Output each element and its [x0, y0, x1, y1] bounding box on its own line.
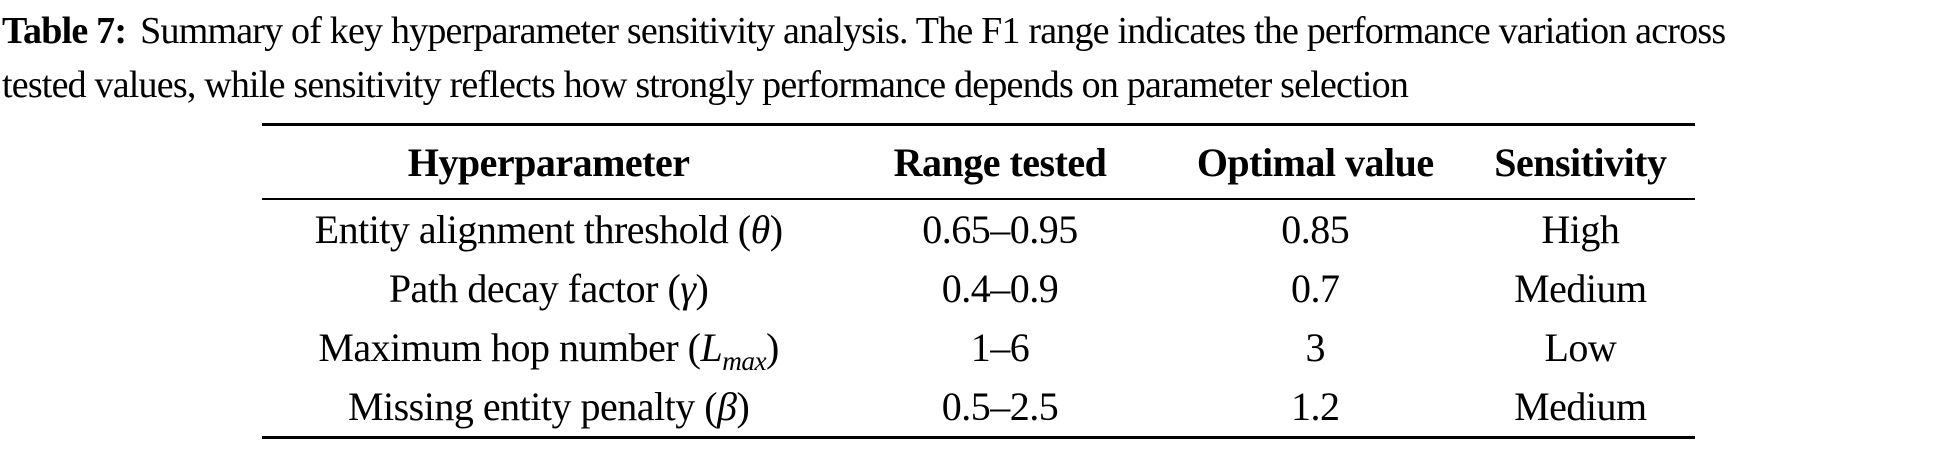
- cell-optimal-value: 1.2: [1290, 384, 1340, 429]
- param-text-close: ): [695, 266, 709, 311]
- cell-optimal-value: 0.7: [1290, 266, 1340, 311]
- param-subscript: max: [722, 346, 767, 376]
- cell-hyperparameter: Entity alignment threshold (θ): [262, 199, 835, 259]
- cell-sensitivity: Medium: [1514, 266, 1647, 311]
- table-row: Entity alignment threshold (θ) 0.65–0.95 0…: [262, 199, 1695, 259]
- table-container: Hyperparameter Range tested Optimal valu…: [262, 123, 1695, 439]
- table-body: Entity alignment threshold (θ) 0.65–0.95 0…: [262, 199, 1695, 438]
- cell-hyperparameter: Path decay factor (γ): [262, 259, 835, 318]
- hyperparameter-table: Hyperparameter Range tested Optimal valu…: [262, 123, 1695, 439]
- greek-symbol: L: [700, 325, 723, 370]
- header-row: Hyperparameter Range tested Optimal valu…: [262, 124, 1695, 200]
- greek-symbol: β: [717, 384, 737, 429]
- cell-hyperparameter: Maximum hop number (Lmax): [262, 318, 835, 377]
- cell-sensitivity: Low: [1544, 325, 1617, 370]
- table-header: Hyperparameter Range tested Optimal valu…: [262, 124, 1695, 200]
- greek-symbol: γ: [680, 266, 696, 311]
- cell-optimal-value: 0.85: [1281, 207, 1350, 252]
- param-text-close: ): [766, 325, 779, 370]
- param-text-close: ): [736, 384, 750, 429]
- param-text: Entity alignment threshold (: [314, 207, 751, 252]
- cell-sensitivity: High: [1541, 207, 1620, 252]
- header-range-tested: Range tested: [835, 124, 1165, 200]
- caption-line-2: tested values, while sensitivity reflect…: [2, 58, 1956, 112]
- caption-label: Table 7:: [2, 10, 127, 52]
- cell-range-tested: 1–6: [970, 325, 1030, 370]
- caption-line-1: Table 7: Summary of key hyperparameter se…: [2, 4, 1956, 58]
- caption-text-2: tested values, while sensitivity reflect…: [2, 64, 1409, 106]
- param-text-close: ): [769, 207, 783, 252]
- param-text: Maximum hop number (: [318, 325, 701, 370]
- cell-hyperparameter: Missing entity penalty (β): [262, 377, 835, 438]
- header-sensitivity: Sensitivity: [1465, 124, 1695, 200]
- cell-sensitivity: Medium: [1514, 384, 1647, 429]
- cell-optimal-value: 3: [1305, 325, 1325, 370]
- param-text: Missing entity penalty (: [347, 384, 718, 429]
- table-caption: Table 7: Summary of key hyperparameter se…: [2, 4, 1956, 112]
- cell-range-tested: 0.65–0.95: [922, 207, 1078, 252]
- param-text: Path decay factor (: [388, 266, 681, 311]
- caption-text-1: Summary of key hyperparameter sensitivit…: [140, 10, 1726, 52]
- cell-range-tested: 0.4–0.9: [941, 266, 1059, 311]
- header-hyperparameter: Hyperparameter: [262, 124, 836, 200]
- greek-symbol: θ: [750, 207, 771, 252]
- cell-range-tested: 0.5–2.5: [941, 384, 1059, 429]
- table-row: Maximum hop number (Lmax) 1–6 3 Low: [262, 318, 1695, 377]
- table-row: Path decay factor (γ) 0.4–0.9 0.7 Medium: [262, 259, 1695, 318]
- table-row: Missing entity penalty (β) 0.5–2.5 1.2 Medi…: [262, 377, 1695, 438]
- header-optimal-value: Optimal value: [1164, 124, 1466, 200]
